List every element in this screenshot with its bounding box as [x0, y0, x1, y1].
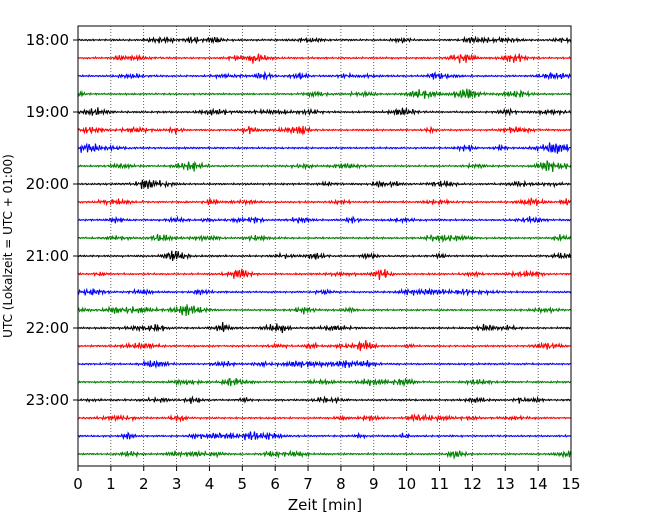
- trace-12: [77, 250, 572, 262]
- x-tick-label-7: 7: [303, 475, 313, 493]
- x-tick-label-6: 6: [270, 475, 280, 493]
- x-tick-label-10: 10: [397, 475, 416, 493]
- x-tick-label-9: 9: [369, 475, 379, 493]
- y-tick-label-3: 21:00: [26, 247, 69, 265]
- x-tick-label-0: 0: [73, 475, 83, 493]
- trace-4: [77, 107, 572, 117]
- plot-frame: [77, 25, 572, 467]
- x-axis-ticks: 0 1 2 3 4 5 6 7 8 9 10 11 12 13 14 15: [73, 466, 581, 493]
- x-tick-label-8: 8: [336, 475, 346, 493]
- trace-20: [77, 395, 572, 405]
- trace-22: [77, 431, 572, 441]
- y-axis-label: UTC (Lokalzeit = UTC + 01:00): [1, 154, 15, 338]
- grid-lines: [110, 26, 539, 466]
- trace-15: [77, 304, 572, 317]
- trace-10: [77, 215, 572, 225]
- x-tick-label-14: 14: [529, 475, 548, 493]
- trace-6: [77, 142, 572, 154]
- trace-18: [77, 359, 572, 370]
- trace-2: [77, 70, 572, 81]
- x-tick-label-13: 13: [496, 475, 515, 493]
- trace-21: [77, 413, 572, 423]
- trace-0: [77, 35, 572, 45]
- seismic-traces: [77, 35, 572, 460]
- x-axis-label: Zeit [min]: [288, 496, 362, 514]
- trace-11: [77, 233, 572, 244]
- y-tick-label-5: 23:00: [26, 391, 69, 409]
- y-tick-label-0: 18:00: [26, 31, 69, 49]
- trace-9: [77, 197, 572, 207]
- trace-23: [77, 449, 572, 460]
- x-tick-label-1: 1: [106, 475, 116, 493]
- x-tick-label-5: 5: [238, 475, 248, 493]
- trace-8: [77, 179, 572, 189]
- x-tick-label-12: 12: [463, 475, 482, 493]
- trace-3: [77, 88, 572, 99]
- y-tick-label-1: 19:00: [26, 103, 69, 121]
- x-tick-label-15: 15: [561, 475, 580, 493]
- trace-17: [77, 339, 572, 352]
- trace-13: [77, 268, 572, 281]
- y-tick-label-2: 20:00: [26, 175, 69, 193]
- x-tick-label-3: 3: [172, 475, 182, 493]
- x-tick-label-11: 11: [430, 475, 449, 493]
- x-tick-label-2: 2: [139, 475, 149, 493]
- y-tick-label-4: 22:00: [26, 319, 69, 337]
- y-axis-ticks: 18:00 19:00 20:00 21:00 22:00 23:00: [26, 31, 78, 409]
- trace-7: [77, 160, 572, 173]
- trace-1: [77, 53, 572, 64]
- trace-16: [77, 321, 572, 334]
- trace-14: [77, 287, 572, 297]
- trace-19: [77, 377, 572, 388]
- x-tick-label-4: 4: [205, 475, 215, 493]
- trace-5: [77, 125, 572, 136]
